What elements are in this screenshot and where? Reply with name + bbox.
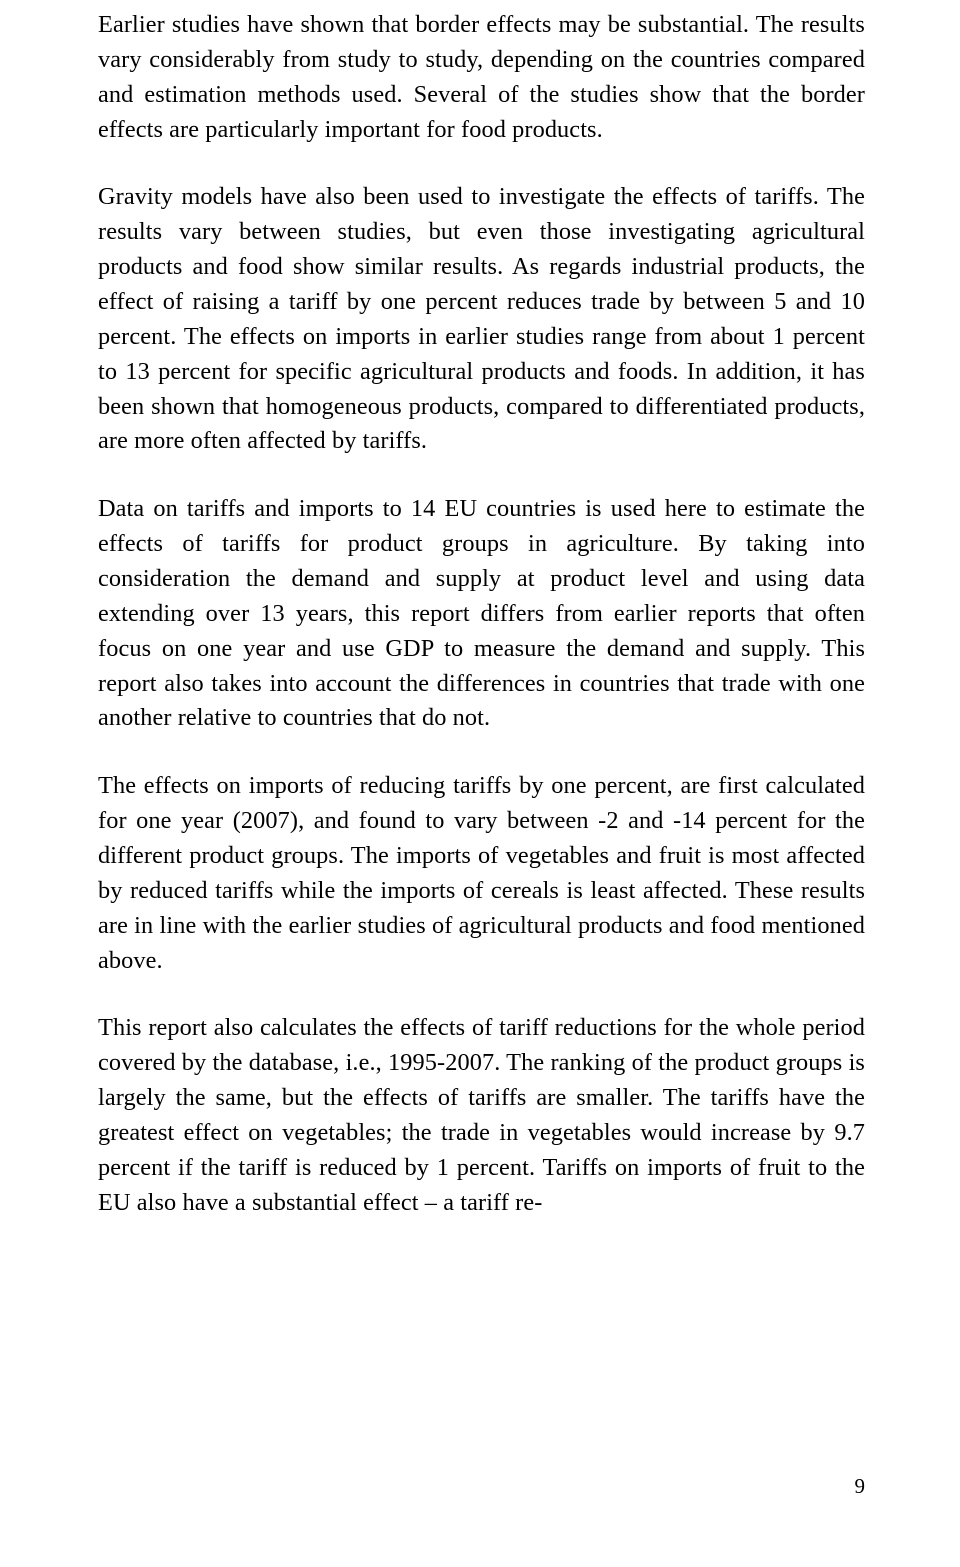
- page-number: 9: [855, 1474, 866, 1499]
- document-page: Earlier studies have shown that border e…: [0, 0, 960, 1567]
- body-paragraph: Gravity models have also been used to in…: [98, 180, 865, 459]
- body-paragraph: The effects on imports of reducing tarif…: [98, 769, 865, 978]
- body-paragraph: Data on tariffs and imports to 14 EU cou…: [98, 492, 865, 736]
- body-paragraph: This report also calculates the effects …: [98, 1011, 865, 1220]
- body-paragraph: Earlier studies have shown that border e…: [98, 8, 865, 147]
